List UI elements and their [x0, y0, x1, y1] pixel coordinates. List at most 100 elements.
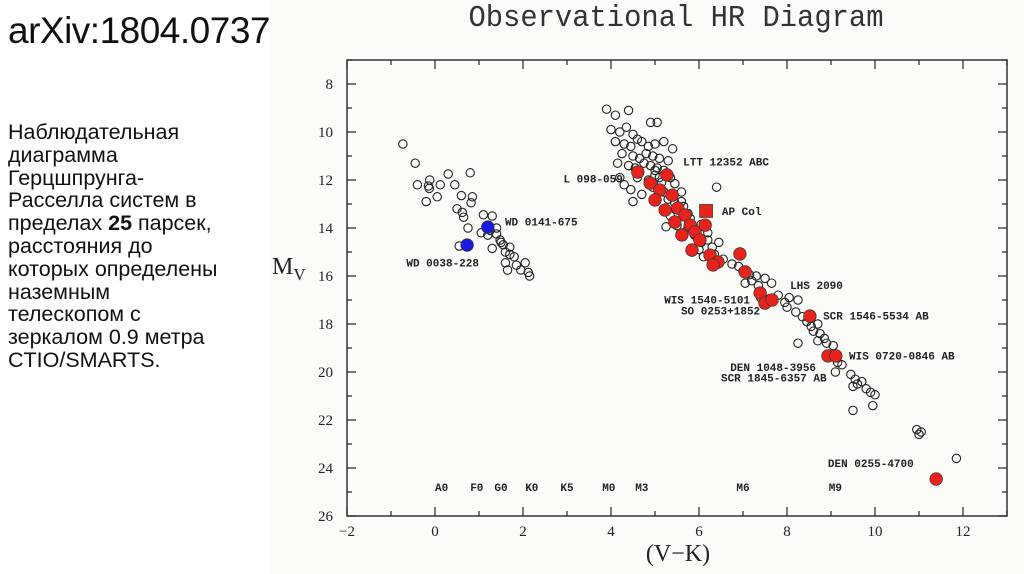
open-circle-point — [766, 278, 777, 288]
open-circle-point — [463, 223, 473, 233]
data-points — [398, 104, 962, 486]
star-annotation: SCR 1845-6357 AB — [721, 374, 827, 386]
open-circle-point — [782, 302, 792, 312]
open-circle-point — [617, 148, 627, 159]
spectral-type-label: K0 — [525, 483, 538, 495]
star-annotation: DEN 0255-4700 — [828, 459, 914, 471]
open-circle-point — [848, 381, 858, 392]
star-annotation: SO 0253+1852 — [681, 306, 760, 318]
x-tick-label: −2 — [339, 524, 355, 540]
open-circle-point — [632, 134, 643, 144]
red-point — [648, 193, 662, 207]
open-circle-point — [628, 151, 638, 161]
star-annotation: WD 0038-228 — [406, 258, 479, 270]
open-circle-point — [487, 243, 497, 254]
open-circle-point — [784, 292, 794, 303]
x-tick-label: 10 — [868, 524, 883, 540]
x-tick-label: 0 — [431, 524, 439, 540]
open-circle-point — [615, 172, 625, 183]
open-circle-point — [813, 336, 823, 346]
open-circle-point — [791, 307, 801, 317]
red-point — [829, 349, 843, 363]
y-axis-label: MV — [272, 254, 306, 284]
open-circle-point — [857, 376, 867, 387]
open-circle-point — [610, 136, 621, 147]
y-tick-label: 16 — [318, 269, 334, 285]
open-circle-point — [916, 427, 926, 437]
open-circle-point — [626, 141, 636, 152]
open-circle-point — [511, 260, 522, 270]
red-square-point — [699, 204, 713, 218]
open-circle-point — [848, 405, 858, 416]
red-point — [698, 218, 712, 232]
y-tick-label: 26 — [318, 509, 334, 525]
open-circle-point — [502, 265, 513, 275]
star-annotation: L 098-059 — [563, 174, 622, 186]
star-annotation: AP Col — [722, 207, 762, 219]
star-annotation: DEN 1048-3956 — [730, 363, 816, 375]
star-annotation: LHS 2090 — [790, 281, 843, 293]
open-circle-point — [650, 139, 660, 149]
open-circle-point — [652, 117, 662, 128]
open-circle-point — [852, 379, 863, 389]
open-circle-point — [456, 190, 467, 201]
open-circle-point — [637, 189, 647, 200]
slide-caption: Наблюдательная диаграмма Герцшпрунга- Рассе… — [8, 121, 278, 372]
open-circle-point — [465, 168, 475, 178]
star-annotation: WD 0141-675 — [505, 218, 578, 230]
open-circle-point — [850, 374, 860, 384]
caption-line: зеркалом 0.9 метра — [8, 325, 205, 350]
open-circle-point — [659, 136, 669, 147]
open-circle-point — [727, 259, 737, 269]
open-circle-point — [457, 207, 468, 218]
open-circle-point — [412, 180, 423, 190]
red-point — [803, 309, 817, 323]
y-tick-label: 20 — [318, 365, 333, 381]
open-circle-point — [951, 453, 962, 464]
annotations: LTT 12352 ABC L 098-059 AP Col WD 0141-675 W… — [406, 158, 955, 471]
red-point — [675, 228, 689, 242]
chart-title: Observational HR Diagram — [468, 0, 883, 35]
open-circle-point — [821, 338, 832, 348]
spectral-type-label: F0 — [470, 483, 483, 495]
plot-frame — [346, 59, 1008, 517]
open-circle-point — [793, 295, 803, 305]
star-annotation: LTT 12352 ABC — [683, 158, 769, 170]
spectral-type-label: K5 — [560, 483, 574, 495]
y-tick-label: 10 — [318, 125, 333, 141]
spectral-type-label: G0 — [494, 483, 507, 495]
open-circle-point — [467, 192, 478, 202]
open-circle-point — [870, 390, 880, 400]
caption-line: наземным — [8, 279, 111, 304]
open-circle-point — [813, 319, 823, 329]
open-circle-point — [487, 211, 497, 221]
star-annotation: WIS 0720-0846 AB — [849, 352, 955, 364]
red-point — [658, 203, 672, 217]
caption-bold-number: 25 — [108, 211, 133, 236]
open-circle-point — [654, 153, 665, 164]
open-circle-point — [830, 367, 841, 377]
slide-title: arXiv:1804.07377 — [8, 10, 291, 51]
open-circle-point — [619, 139, 629, 149]
open-circle-point — [410, 158, 420, 168]
caption-line: CTIO/SMARTS. — [8, 347, 161, 372]
open-circle-point — [443, 169, 453, 179]
open-circle-point — [914, 429, 924, 440]
open-circle-point — [610, 110, 621, 120]
open-circle-point — [639, 158, 649, 168]
red-point — [685, 243, 699, 257]
open-circle-point — [828, 340, 838, 351]
red-point — [693, 233, 707, 247]
open-circle-point — [760, 273, 770, 284]
open-circle-point — [648, 151, 658, 161]
x-tick-label: 4 — [607, 524, 615, 540]
open-circle-point — [520, 258, 530, 268]
spectral-type-label: M6 — [736, 483, 749, 495]
open-circle-point — [424, 175, 435, 185]
open-circle-point — [435, 180, 446, 190]
spectral-type-label: M0 — [602, 483, 615, 495]
open-circle-point — [714, 237, 724, 248]
y-tick-label: 18 — [318, 317, 333, 333]
